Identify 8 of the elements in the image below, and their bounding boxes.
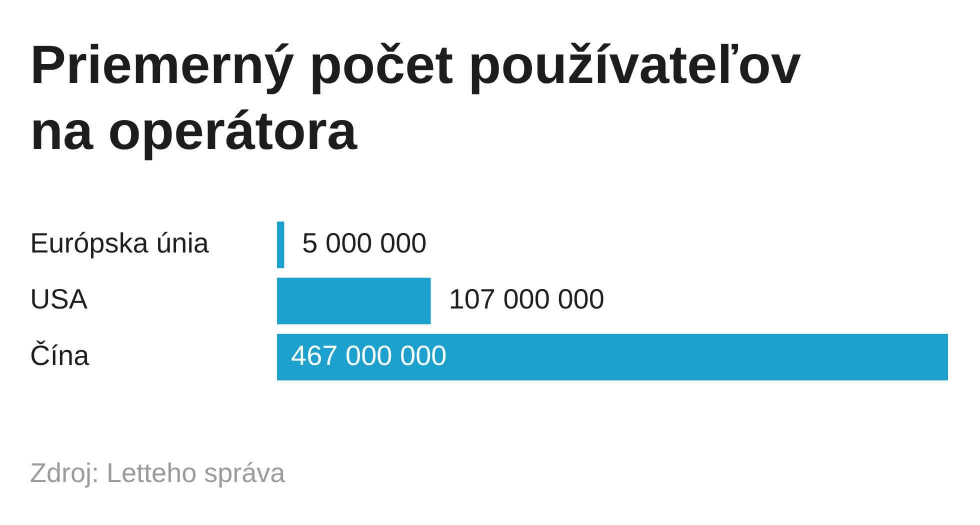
y-tick-label: Čína <box>30 340 90 371</box>
data-label: 5 000 000 <box>302 228 427 259</box>
data-label: 107 000 000 <box>448 284 604 315</box>
chart-title: Priemerný počet používateľov na operátora <box>30 34 802 163</box>
data-label: 467 000 000 <box>291 340 447 371</box>
text: Zdroj: Letteho správa <box>30 458 286 489</box>
y-tick-label: Európska únia <box>30 228 210 259</box>
y-tick-label: USA <box>30 284 88 315</box>
